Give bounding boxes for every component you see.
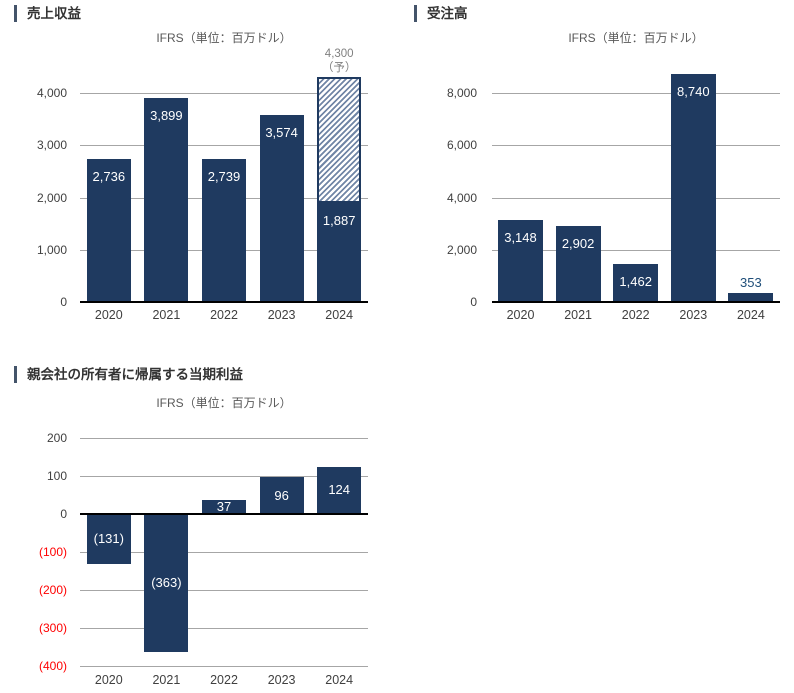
y-tick-label: (100) (38, 545, 67, 560)
bar-2024 (317, 203, 362, 302)
bar-2022 (202, 499, 246, 514)
y-tick-label: 200 (46, 430, 67, 445)
gridline (80, 590, 368, 592)
zero-axis-line (492, 301, 780, 303)
x-tick-label: 2021 (152, 308, 181, 322)
x-tick-label: 2021 (564, 308, 592, 322)
bar-2020 (86, 159, 131, 302)
bar-value-label: 353 (740, 274, 762, 290)
gridline (80, 145, 368, 147)
bar-2023 (670, 73, 716, 302)
y-tick-label: 3,000 (36, 138, 67, 153)
y-tick-label: 100 (46, 468, 67, 483)
bar-value-label: 96 (274, 487, 289, 503)
chart-subtitle: IFRS（単位：百万ドル） (156, 396, 292, 410)
bar-value-label: 1,887 (322, 213, 356, 229)
bar-2021 (144, 514, 189, 653)
forecast-bar (317, 77, 362, 204)
y-tick-label: (400) (38, 659, 67, 674)
x-tick-label: 2020 (94, 673, 123, 687)
bar-2023 (259, 477, 304, 514)
bar-value-label: 3,899 (150, 108, 183, 124)
y-tick-label: 4,000 (446, 190, 477, 205)
bar-2024 (728, 292, 774, 302)
bar-2020 (498, 219, 543, 302)
bar-value-label: 2,902 (561, 236, 595, 252)
gridline (80, 437, 368, 439)
forecast-label-value: 4,300 (324, 48, 354, 61)
y-tick-label: 4,000 (36, 86, 67, 100)
y-tick-label: 2,000 (446, 242, 477, 257)
y-tick-label: 0 (60, 507, 67, 521)
bar-value-label: 8,740 (677, 83, 710, 99)
x-tick-label: 2022 (210, 673, 238, 687)
bar-value-label: 1,462 (619, 273, 652, 289)
y-tick-label: 2,000 (36, 190, 67, 205)
bar-value-label: 37 (216, 498, 232, 514)
x-tick-label: 2022 (621, 308, 650, 322)
bar-value-label: 124 (328, 482, 351, 498)
x-tick-label: 2020 (506, 308, 535, 322)
gridline (80, 475, 368, 477)
gridline (80, 666, 368, 668)
y-tick-label: 6,000 (446, 138, 477, 153)
forecast-label-suffix: （予） (321, 61, 357, 74)
x-tick-label: 2024 (325, 673, 354, 687)
x-tick-label: 2024 (736, 308, 765, 322)
gridline (492, 197, 780, 199)
y-tick-label: 8,000 (446, 86, 477, 100)
y-tick-label: (200) (38, 583, 67, 598)
bar-2023 (259, 115, 304, 302)
bar-2021 (144, 98, 189, 302)
gridline (80, 93, 368, 94)
zero-axis-line (80, 513, 368, 515)
x-tick-label: 2021 (152, 673, 181, 687)
x-tick-label: 2023 (679, 308, 708, 322)
chart-title-text: 売上収益 (27, 6, 81, 21)
x-tick-label: 2023 (267, 673, 296, 687)
bar-2021 (555, 226, 601, 302)
y-tick-label: 0 (470, 295, 477, 309)
bar-value-label: 2,736 (92, 169, 126, 185)
y-tick-label: 0 (60, 295, 67, 309)
bar-value-label: 2,739 (207, 168, 241, 184)
chart-title: 親会社の所有者に帰属する当期利益 (14, 366, 243, 383)
bar-value-label: (131) (93, 530, 124, 546)
y-tick-label: (300) (38, 621, 67, 636)
bar-2022 (613, 263, 659, 302)
chart-title-text: 親会社の所有者に帰属する当期利益 (27, 367, 243, 382)
chart-title: 売上収益 (14, 5, 81, 22)
forecast-label: 4,300 （予） (309, 48, 369, 75)
chart-title-text: 受注高 (427, 6, 468, 21)
x-tick-label: 2023 (267, 308, 296, 322)
x-tick-label: 2020 (94, 308, 123, 322)
gridline (492, 145, 780, 147)
x-tick-label: 2024 (325, 308, 354, 322)
bar-2022 (202, 158, 246, 302)
bar-value-label: 3,148 (504, 229, 537, 245)
chart-subtitle: IFRS（単位：百万ドル） (156, 31, 292, 45)
gridline (80, 628, 368, 630)
gridline (80, 552, 368, 554)
y-tick-label: 1,000 (36, 242, 67, 257)
x-tick-label: 2022 (210, 308, 238, 322)
gridline (492, 93, 780, 94)
gridline (492, 249, 780, 251)
gridline (80, 197, 368, 199)
chart-title: 受注高 (414, 5, 468, 22)
bar-value-label: (363) (151, 575, 182, 591)
chart-subtitle: IFRS（単位：百万ドル） (568, 31, 704, 45)
bar-value-label: 3,574 (265, 125, 298, 141)
zero-axis-line (80, 301, 368, 303)
bar-2020 (86, 514, 131, 564)
gridline (80, 249, 368, 251)
bar-2024 (317, 466, 362, 514)
